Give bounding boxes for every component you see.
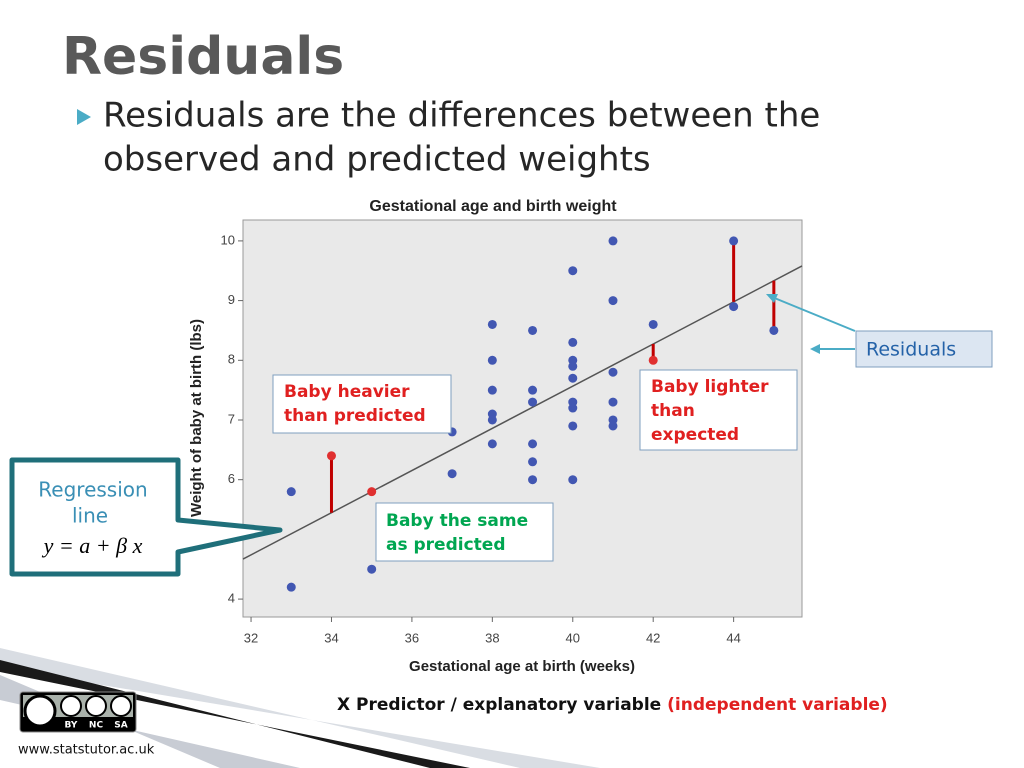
x-tick-label: 42 — [646, 630, 660, 645]
callout-box — [375, 502, 554, 562]
y-tick-label: 10 — [221, 232, 235, 247]
data-point — [367, 564, 377, 574]
callout-text: Baby the same — [386, 511, 528, 531]
x-tick-label: 36 — [405, 630, 419, 645]
arrow — [771, 296, 856, 332]
formula: y = a + β x — [42, 533, 143, 558]
bullet-marker — [77, 109, 91, 125]
x-tick-label: 40 — [566, 630, 580, 645]
data-point — [568, 421, 578, 431]
data-point — [528, 475, 538, 485]
data-point — [286, 487, 296, 497]
callout-text: expected — [651, 425, 739, 445]
callout-text: than — [651, 401, 695, 421]
data-point — [447, 469, 457, 479]
callout-text: as predicted — [386, 535, 506, 555]
data-point — [568, 373, 578, 383]
data-point — [729, 236, 739, 246]
data-point — [608, 421, 618, 431]
data-point — [487, 319, 497, 329]
data-point — [528, 439, 538, 449]
footer-independent: (independent variable) — [667, 695, 888, 715]
license-label: SA — [114, 721, 127, 731]
data-point — [326, 451, 336, 461]
data-point — [487, 355, 497, 365]
y-tick-label: 7 — [228, 411, 235, 426]
data-point — [528, 325, 538, 335]
callout-text: Regression — [38, 478, 147, 502]
data-point — [568, 337, 578, 347]
callout-text: Baby lighter — [651, 377, 769, 397]
regression-line — [242, 265, 803, 560]
y-axis-label: Weight of baby at birth (lbs) — [188, 319, 205, 517]
data-point — [568, 361, 578, 371]
license-label: NC — [89, 721, 104, 731]
x-tick-label: 32 — [244, 630, 258, 645]
data-point — [648, 355, 658, 365]
data-point — [568, 403, 578, 413]
bullet-text: observed and predicted weights — [103, 140, 651, 180]
data-point — [286, 582, 296, 592]
footer-predictor: X Predictor / explanatory variable — [337, 695, 667, 715]
data-point — [528, 457, 538, 467]
bullet-text: Residuals are the differences between th… — [103, 96, 820, 136]
data-point — [367, 487, 377, 497]
x-axis-label: Gestational age at birth (weeks) — [409, 658, 635, 675]
data-point — [568, 475, 578, 485]
data-point — [608, 367, 618, 377]
chart-title: Gestational age and birth weight — [369, 198, 617, 215]
x-tick-label: 44 — [726, 630, 740, 645]
callout-box — [855, 330, 993, 368]
regression-callout — [9, 457, 283, 577]
license-label: BY — [65, 721, 78, 731]
data-point — [608, 296, 618, 306]
y-tick-label: 9 — [228, 292, 235, 307]
callout-text: Residuals — [866, 339, 956, 361]
callout-text: Baby heavier — [284, 382, 410, 402]
arrowhead — [766, 294, 778, 303]
y-tick-label: 8 — [228, 352, 235, 367]
cc-icon — [85, 695, 107, 717]
data-point — [528, 397, 538, 407]
callout-text: line — [72, 504, 108, 528]
callout-box — [272, 374, 452, 434]
callout-box — [639, 369, 798, 451]
data-point — [487, 415, 497, 425]
footer-site: www.statstutor.ac.uk — [18, 743, 155, 758]
data-point — [608, 397, 618, 407]
cc-icon — [60, 695, 82, 717]
x-tick-label: 34 — [324, 630, 338, 645]
footer-text: X Predictor / explanatory variable (inde… — [337, 695, 888, 715]
x-tick-label: 38 — [485, 630, 499, 645]
data-point — [769, 325, 779, 335]
data-point — [648, 319, 658, 329]
callout-text: than predicted — [284, 406, 426, 426]
data-point — [487, 385, 497, 395]
y-tick-label: 6 — [228, 471, 235, 486]
data-point — [528, 385, 538, 395]
data-point — [608, 236, 618, 246]
cc-icon — [23, 694, 57, 728]
arrowhead — [810, 344, 820, 354]
data-point — [487, 439, 497, 449]
cc-icon — [110, 695, 132, 717]
slide-title: Residuals — [62, 27, 344, 87]
data-point — [729, 302, 739, 312]
data-point — [568, 266, 578, 276]
y-tick-label: 4 — [228, 591, 235, 606]
